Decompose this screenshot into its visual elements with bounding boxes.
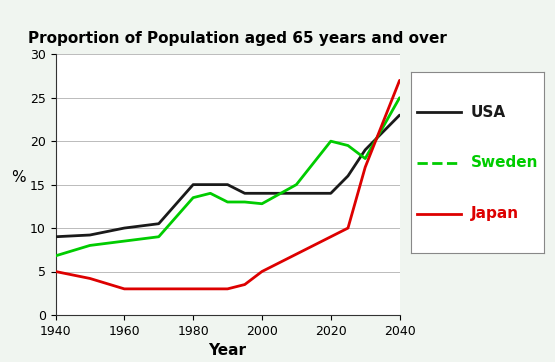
Y-axis label: %: % bbox=[12, 170, 26, 185]
Text: Sweden: Sweden bbox=[471, 155, 538, 171]
Text: Proportion of Population aged 65 years and over: Proportion of Population aged 65 years a… bbox=[28, 31, 447, 46]
Text: USA: USA bbox=[471, 105, 506, 120]
X-axis label: Year: Year bbox=[209, 343, 246, 358]
Text: Japan: Japan bbox=[471, 206, 519, 221]
